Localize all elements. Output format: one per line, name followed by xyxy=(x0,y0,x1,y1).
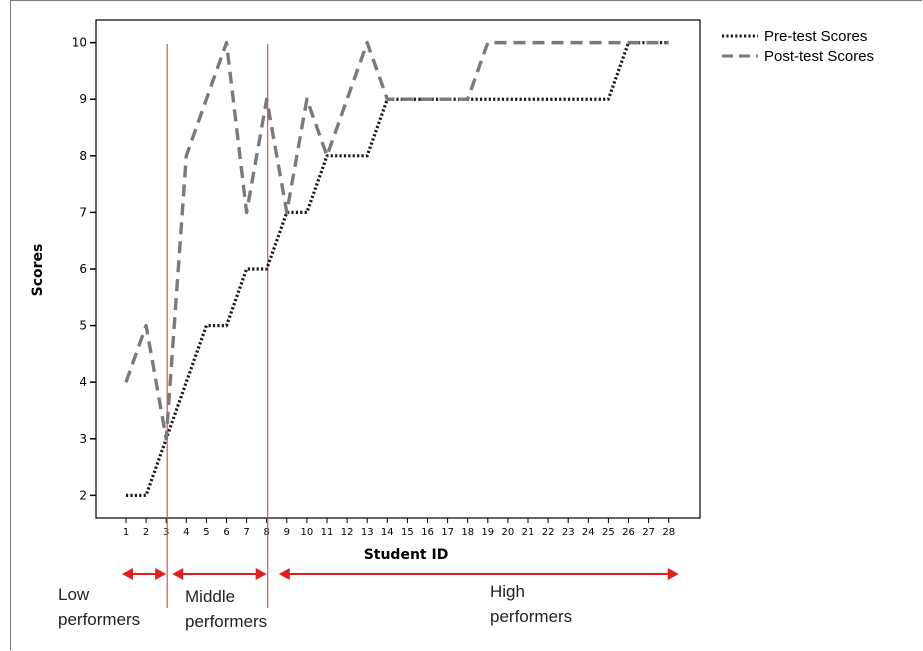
x-axis-title: Student ID xyxy=(364,547,449,563)
x-tick-label: 10 xyxy=(301,527,314,538)
y-tick-label: 7 xyxy=(79,205,87,219)
x-tick-label: 20 xyxy=(502,527,515,538)
x-tick-label: 11 xyxy=(321,527,334,538)
x-tick-label: 13 xyxy=(361,527,374,538)
y-tick-label: 8 xyxy=(79,149,87,163)
group-label: High xyxy=(490,582,525,601)
group-label: Low xyxy=(58,585,90,604)
legend: Pre-test Scores Post-test Scores xyxy=(722,28,874,65)
y-tick-label: 2 xyxy=(79,488,87,502)
x-tick-label: 7 xyxy=(243,527,249,538)
x-tick-label: 1 xyxy=(123,527,129,538)
series-line-post-test-scores xyxy=(124,40,669,441)
x-tick-label: 6 xyxy=(223,527,229,538)
y-tick-label: 5 xyxy=(79,319,87,333)
arrow-head-right xyxy=(155,568,167,580)
x-tick-label: 5 xyxy=(203,527,209,538)
x-tick-label: 25 xyxy=(602,527,615,538)
arrow-head-left xyxy=(121,568,133,580)
x-tick-label: 27 xyxy=(642,527,655,538)
series-lines xyxy=(124,40,669,497)
y-axis-title: Scores xyxy=(30,244,46,297)
x-tick-label: 19 xyxy=(481,527,494,538)
y-tick-label: 10 xyxy=(72,36,87,50)
legend-label: Pre-test Scores xyxy=(764,28,867,45)
x-tick-label: 4 xyxy=(183,527,189,538)
x-tick-label: 26 xyxy=(622,527,635,538)
x-tick-label: 8 xyxy=(264,527,270,538)
series-line-pre-test-scores xyxy=(126,41,669,497)
x-tick-label: 12 xyxy=(341,527,354,538)
y-tick-label: 9 xyxy=(79,92,87,106)
x-tick-label: 2 xyxy=(143,527,149,538)
divider-lines xyxy=(166,44,269,608)
x-tick-label: 28 xyxy=(662,527,675,538)
x-tick-label: 21 xyxy=(522,527,535,538)
group-label: performers xyxy=(490,607,572,626)
x-tick-label: 17 xyxy=(441,527,454,538)
arrow-head-left xyxy=(278,568,290,580)
x-tick-label: 22 xyxy=(542,527,555,538)
x-tick-label: 14 xyxy=(381,527,394,538)
group-label: performers xyxy=(185,612,267,631)
x-tick-label: 23 xyxy=(562,527,575,538)
x-tick-label: 24 xyxy=(582,527,595,538)
legend-label: Post-test Scores xyxy=(764,48,874,65)
y-tick-label: 4 xyxy=(79,375,87,389)
arrow-head-right xyxy=(255,568,267,580)
x-tick-label: 18 xyxy=(461,527,474,538)
group-label: performers xyxy=(58,610,140,629)
group-label: Middle xyxy=(185,587,235,606)
y-tick-label: 6 xyxy=(79,262,87,276)
x-tick-label: 9 xyxy=(284,527,290,538)
arrow-head-left xyxy=(172,568,184,580)
x-tick-label: 3 xyxy=(163,527,169,538)
chart-frame xyxy=(10,0,922,650)
x-tick-label: 15 xyxy=(401,527,414,538)
arrow-head-right xyxy=(667,568,679,580)
performer-groups: Low performers Middle performers High perform… xyxy=(58,568,679,631)
x-tick-label: 16 xyxy=(421,527,434,538)
y-tick-label: 3 xyxy=(79,432,87,446)
